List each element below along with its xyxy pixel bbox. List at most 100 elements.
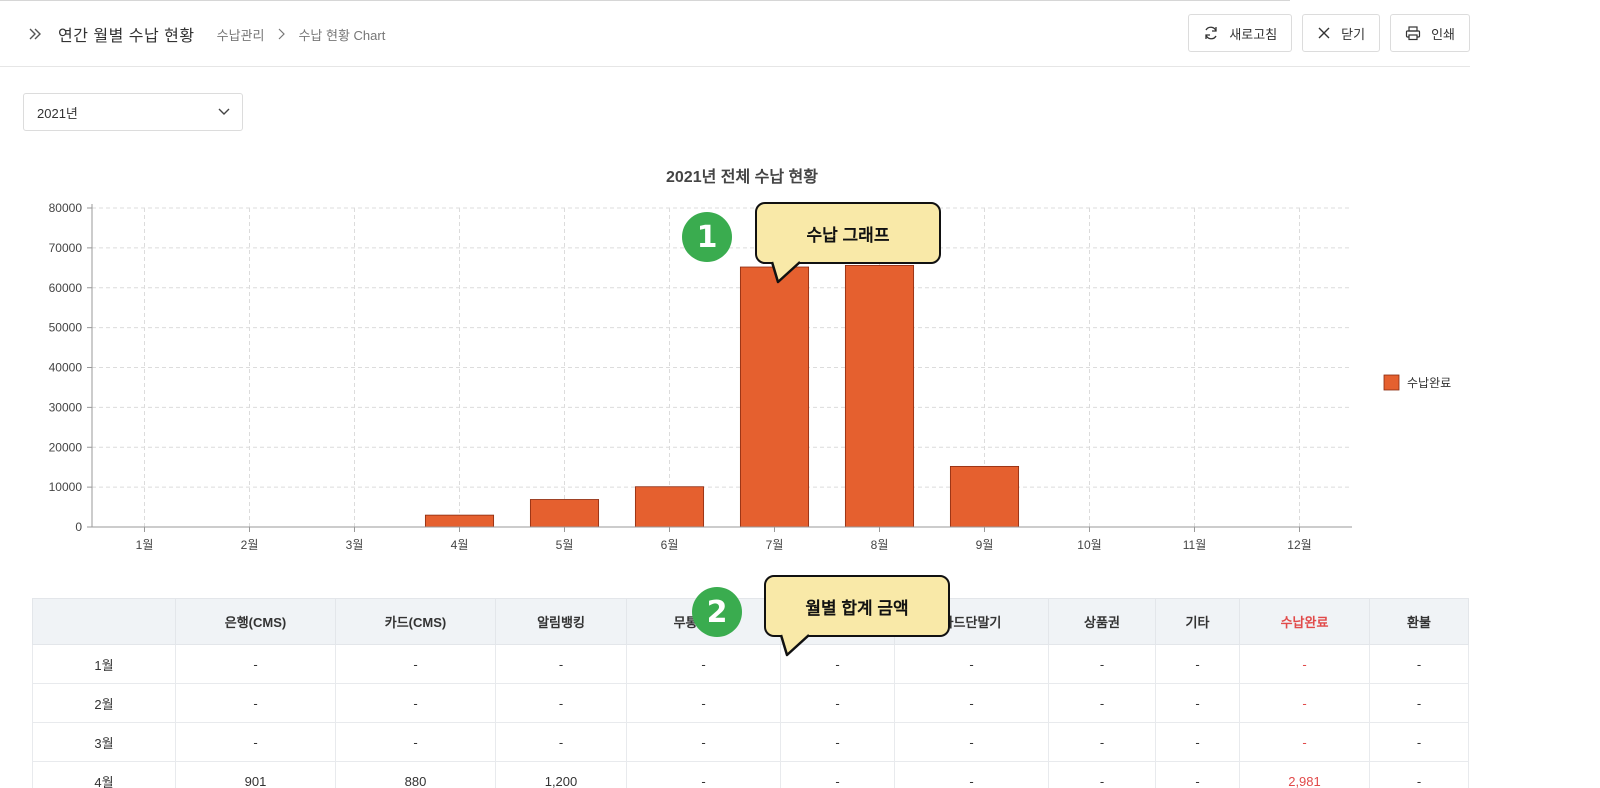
table-cell: 880: [335, 761, 496, 788]
table-cell: -: [1239, 722, 1370, 762]
table-header: 환불: [1369, 598, 1469, 645]
y-tick-label: 70000: [49, 241, 83, 255]
table-row: 3월 - - - - - - - - - -: [32, 722, 1469, 762]
year-select-value: 2021년: [37, 105, 78, 121]
table-row-month: 4월: [32, 761, 176, 788]
breadcrumb-item[interactable]: 수납 현황 Chart: [298, 27, 386, 43]
x-tick-label: 4월: [451, 538, 469, 552]
x-tick-label: 7월: [766, 538, 784, 552]
table-cell: -: [1048, 761, 1156, 788]
table-cell: -: [780, 722, 895, 762]
bar-8월: [844, 265, 915, 528]
table-row-month: 1월: [32, 644, 176, 684]
y-tick-label: 30000: [49, 400, 83, 414]
table-cell: -: [1155, 683, 1240, 723]
header-actions: 새로고침 닫기 인쇄: [1188, 14, 1470, 52]
table-header: 알림뱅킹: [495, 598, 627, 645]
table-cell: -: [175, 683, 336, 723]
y-tick-label: 40000: [49, 361, 83, 375]
table-cell: -: [1048, 683, 1156, 723]
table-cell: -: [894, 761, 1049, 788]
table-cell: -: [626, 644, 781, 684]
bar-9월: [949, 465, 1020, 528]
page-header: 연간 월별 수납 현황 수납관리 수납 현황 Chart 새로고침 닫기: [0, 1, 1470, 67]
table-header: 수납완료: [1239, 598, 1370, 645]
table-cell: -: [495, 683, 627, 723]
table-cell: -: [335, 683, 496, 723]
bar-5월: [529, 499, 600, 528]
bar-7월: [739, 266, 810, 528]
table-cell: -: [626, 761, 781, 788]
close-label: 닫기: [1341, 26, 1366, 42]
table-cell: -: [1239, 683, 1370, 723]
print-button[interactable]: 인쇄: [1390, 14, 1470, 52]
monthly-summary-table: 은행(CMS) 카드(CMS) 알림뱅킹 무통장입금 카드단말기 상품권 기타 …: [32, 598, 1469, 788]
chevron-right-icon: [279, 28, 286, 40]
table-cell: 2,981: [1239, 761, 1370, 788]
table-cell: -: [894, 683, 1049, 723]
table-cell: -: [1048, 644, 1156, 684]
refresh-icon: [1205, 26, 1217, 40]
y-tick-label: 10000: [49, 480, 83, 494]
refresh-button[interactable]: 새로고침: [1188, 14, 1293, 52]
y-tick-label: 50000: [49, 321, 83, 335]
table-cell: -: [335, 644, 496, 684]
page-title: 연간 월별 수납 현황: [58, 28, 195, 45]
table-row: 1월 - - - - - - - - - -: [32, 644, 1469, 684]
table-cell: -: [780, 761, 895, 788]
x-tick-label: 2월: [241, 538, 259, 552]
table-cell: -: [1155, 644, 1240, 684]
table-cell: -: [1155, 722, 1240, 762]
x-tick-label: 9월: [976, 538, 994, 552]
y-tick-label: 60000: [49, 281, 83, 295]
breadcrumb-item[interactable]: 수납관리: [216, 27, 265, 43]
y-tick-label: 0: [75, 520, 82, 534]
table-cell: -: [1155, 761, 1240, 788]
table-header: 카드(CMS): [335, 598, 496, 645]
chart-grid: [92, 207, 1352, 527]
callout-tail-2: [779, 633, 810, 657]
x-tick-label: 10월: [1077, 538, 1101, 552]
table-cell: -: [780, 683, 895, 723]
table-cell: -: [1369, 683, 1469, 723]
close-button[interactable]: 닫기: [1302, 14, 1381, 52]
table-cell: -: [1369, 761, 1469, 788]
x-tick-label: 8월: [871, 538, 889, 552]
table-cell: -: [335, 722, 496, 762]
table-cell: -: [1239, 644, 1370, 684]
callout-bubble-2: 월별 합계 금액: [764, 575, 950, 637]
table-cell: -: [495, 722, 627, 762]
header-left: 연간 월별 수납 현황 수납관리 수납 현황 Chart: [28, 1, 385, 67]
table-cell: -: [1369, 644, 1469, 684]
year-select[interactable]: 2021년: [23, 93, 243, 131]
table-header: 은행(CMS): [175, 598, 336, 645]
top-border: [0, 0, 1290, 1]
bar-4월: [424, 514, 495, 528]
table-cell: -: [175, 644, 336, 684]
table-cell: -: [1048, 722, 1156, 762]
table-row-month: 3월: [32, 722, 176, 762]
x-tick-label: 11월: [1183, 538, 1207, 552]
table-cell: -: [894, 722, 1049, 762]
table-cell: 1,200: [495, 761, 627, 788]
x-tick-label: 5월: [556, 538, 574, 552]
table-cell: -: [894, 644, 1049, 684]
chart-title: 2021년 전체 수납 현황: [666, 167, 818, 186]
double-chevron-icon[interactable]: [28, 27, 42, 41]
legend-label: 수납완료: [1407, 376, 1451, 390]
table-header-row: 은행(CMS) 카드(CMS) 알림뱅킹 무통장입금 카드단말기 상품권 기타 …: [32, 598, 1469, 645]
chart-legend[interactable]: 수납완료: [1383, 374, 1451, 391]
x-tick-label: 3월: [346, 538, 364, 552]
table-row: 2월 - - - - - - - - - -: [32, 683, 1469, 723]
table-cell: -: [626, 722, 781, 762]
table-header: [32, 598, 176, 645]
table-cell: -: [495, 644, 627, 684]
print-icon: [1405, 26, 1421, 41]
table-header: 상품권: [1048, 598, 1156, 645]
x-tick-label: 6월: [661, 538, 679, 552]
x-tick-label: 1월: [136, 538, 154, 552]
chart-bars: [424, 265, 1020, 528]
y-tick-label: 20000: [49, 440, 83, 454]
close-icon: [1318, 27, 1330, 39]
bar-6월: [634, 486, 705, 528]
